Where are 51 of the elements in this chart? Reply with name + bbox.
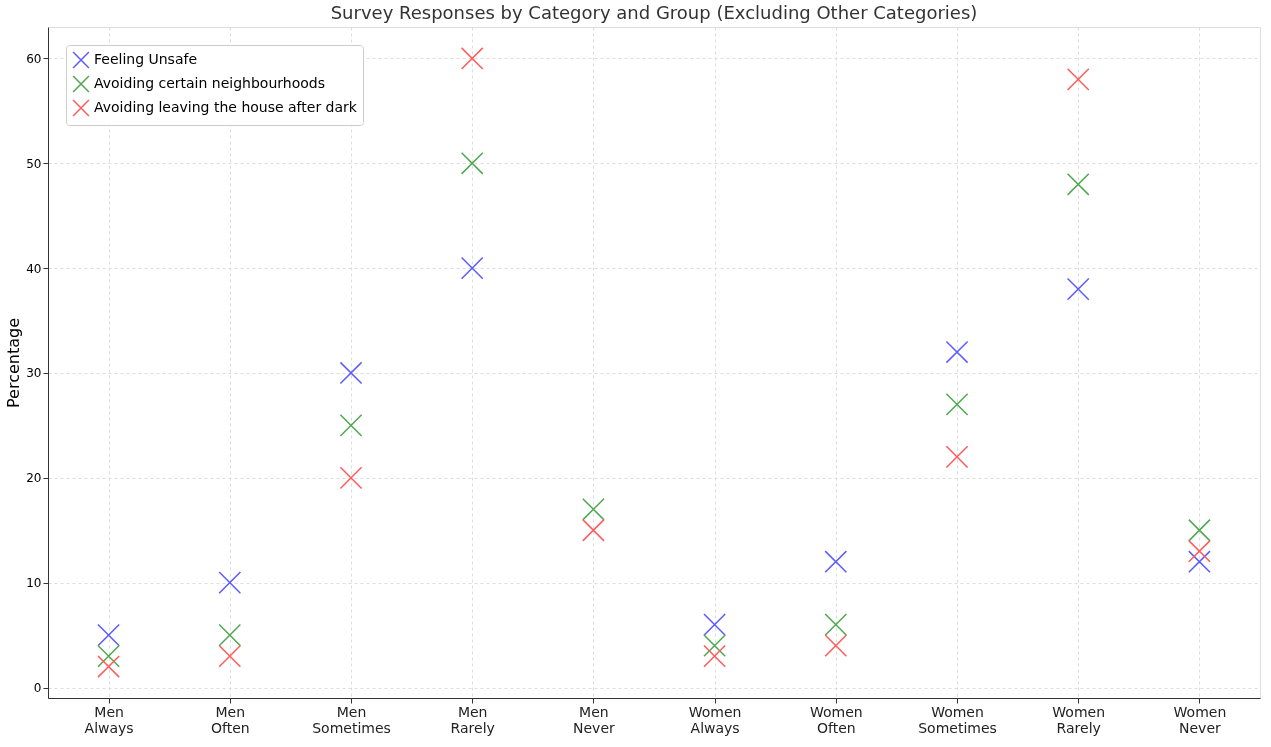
chart-title: Survey Responses by Category and Group (Excluding Other Categories) xyxy=(330,2,978,23)
point xyxy=(218,571,242,595)
point xyxy=(218,623,242,647)
point xyxy=(945,445,969,469)
x-tick-label: Women Never xyxy=(1173,703,1227,736)
point xyxy=(824,613,848,636)
point xyxy=(339,361,363,385)
y-axis-title: Percentage xyxy=(4,317,24,409)
y-tick-label: 0 xyxy=(33,681,42,696)
x-tick-label: Men Often xyxy=(210,703,250,736)
point xyxy=(1066,68,1090,91)
x-tick-label: Women Often xyxy=(809,703,863,736)
y-tick-label: 30 xyxy=(26,366,42,381)
point xyxy=(97,623,120,647)
point xyxy=(218,644,242,668)
point xyxy=(1066,172,1090,196)
point xyxy=(1066,277,1090,301)
point xyxy=(460,47,484,70)
legend-label: Feeling Unsafe xyxy=(94,51,198,67)
point xyxy=(1188,518,1211,542)
y-tick-label: 60 xyxy=(26,51,42,66)
point xyxy=(703,613,726,636)
point xyxy=(1188,539,1211,563)
point xyxy=(582,518,605,542)
legend-label: Avoiding leaving the house after dark xyxy=(94,99,358,115)
x-tick-label: Women Always xyxy=(688,703,742,736)
point xyxy=(945,340,969,364)
point xyxy=(582,497,605,521)
point xyxy=(945,393,969,416)
x-tick-label: Men Always xyxy=(84,703,134,736)
point xyxy=(97,655,120,678)
point xyxy=(460,151,484,175)
point xyxy=(824,550,848,574)
point xyxy=(703,644,726,668)
y-tick-label: 20 xyxy=(26,471,42,486)
legend-label: Avoiding certain neighbourhoods xyxy=(94,75,325,91)
point xyxy=(97,644,120,668)
x-tick-label: Men Never xyxy=(573,703,616,736)
point xyxy=(1188,550,1211,574)
x-tick-label: Women Rarely xyxy=(1052,703,1106,736)
point xyxy=(339,466,363,490)
point xyxy=(824,634,848,657)
y-tick-label: 50 xyxy=(26,156,42,171)
y-tick-label: 40 xyxy=(26,261,42,276)
x-tick-label: Women Sometimes xyxy=(918,703,997,736)
x-tick-label: Men Sometimes xyxy=(312,703,391,736)
point xyxy=(339,414,363,437)
y-tick-label: 10 xyxy=(26,576,42,591)
point xyxy=(460,256,484,280)
x-tick-label: Men Rarely xyxy=(450,703,495,736)
point xyxy=(703,634,726,657)
